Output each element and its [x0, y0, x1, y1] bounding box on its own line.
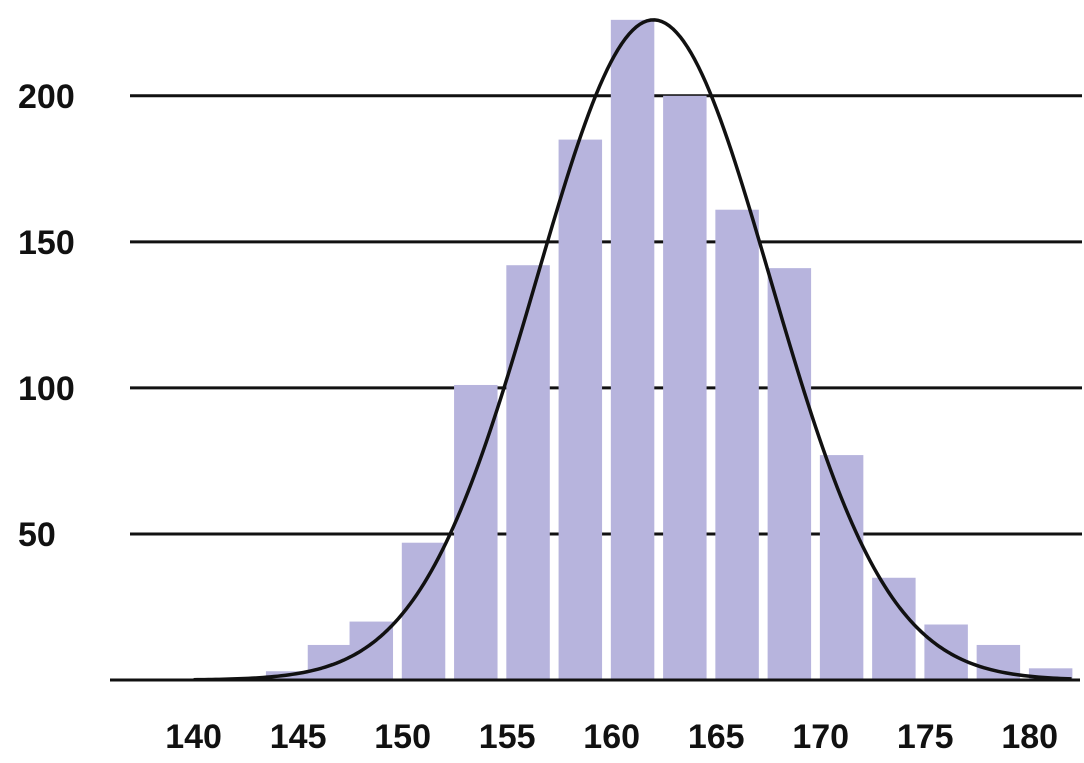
x-tick-label-145: 145 — [270, 718, 327, 756]
bar-11 — [819, 455, 864, 680]
bar-8 — [663, 95, 707, 680]
x-tick-labels: 140 145 150 155 160 165 170 175 180 — [165, 718, 1058, 756]
bars — [265, 19, 1073, 681]
y-tick-labels: 50 100 150 200 — [18, 78, 75, 554]
x-tick-label-165: 165 — [688, 718, 745, 756]
x-tick-label-140: 140 — [165, 718, 222, 756]
bar-12 — [872, 577, 916, 680]
gridlines — [130, 94, 1082, 536]
bar-1 — [307, 644, 352, 680]
bar-10 — [767, 268, 812, 680]
y-tick-label-150: 150 — [18, 224, 75, 262]
bar-6 — [558, 139, 603, 680]
x-tick-label-150: 150 — [374, 718, 431, 756]
y-tick-label-200: 200 — [18, 78, 75, 116]
x-tick-label-170: 170 — [792, 718, 849, 756]
x-tick-label-155: 155 — [479, 718, 536, 756]
x-tick-label-180: 180 — [1001, 718, 1058, 756]
x-tick-label-160: 160 — [583, 718, 640, 756]
bar-9 — [715, 209, 759, 681]
bar-5 — [506, 265, 550, 680]
bar-7 — [610, 19, 655, 681]
bar-3 — [401, 542, 446, 680]
y-tick-label-100: 100 — [18, 370, 75, 408]
y-tick-label-50: 50 — [18, 516, 56, 554]
bar-15 — [1028, 668, 1073, 680]
normal-curve — [193, 18, 1072, 682]
x-tick-label-175: 175 — [897, 718, 954, 756]
fitted-curve-layer — [193, 18, 1072, 682]
